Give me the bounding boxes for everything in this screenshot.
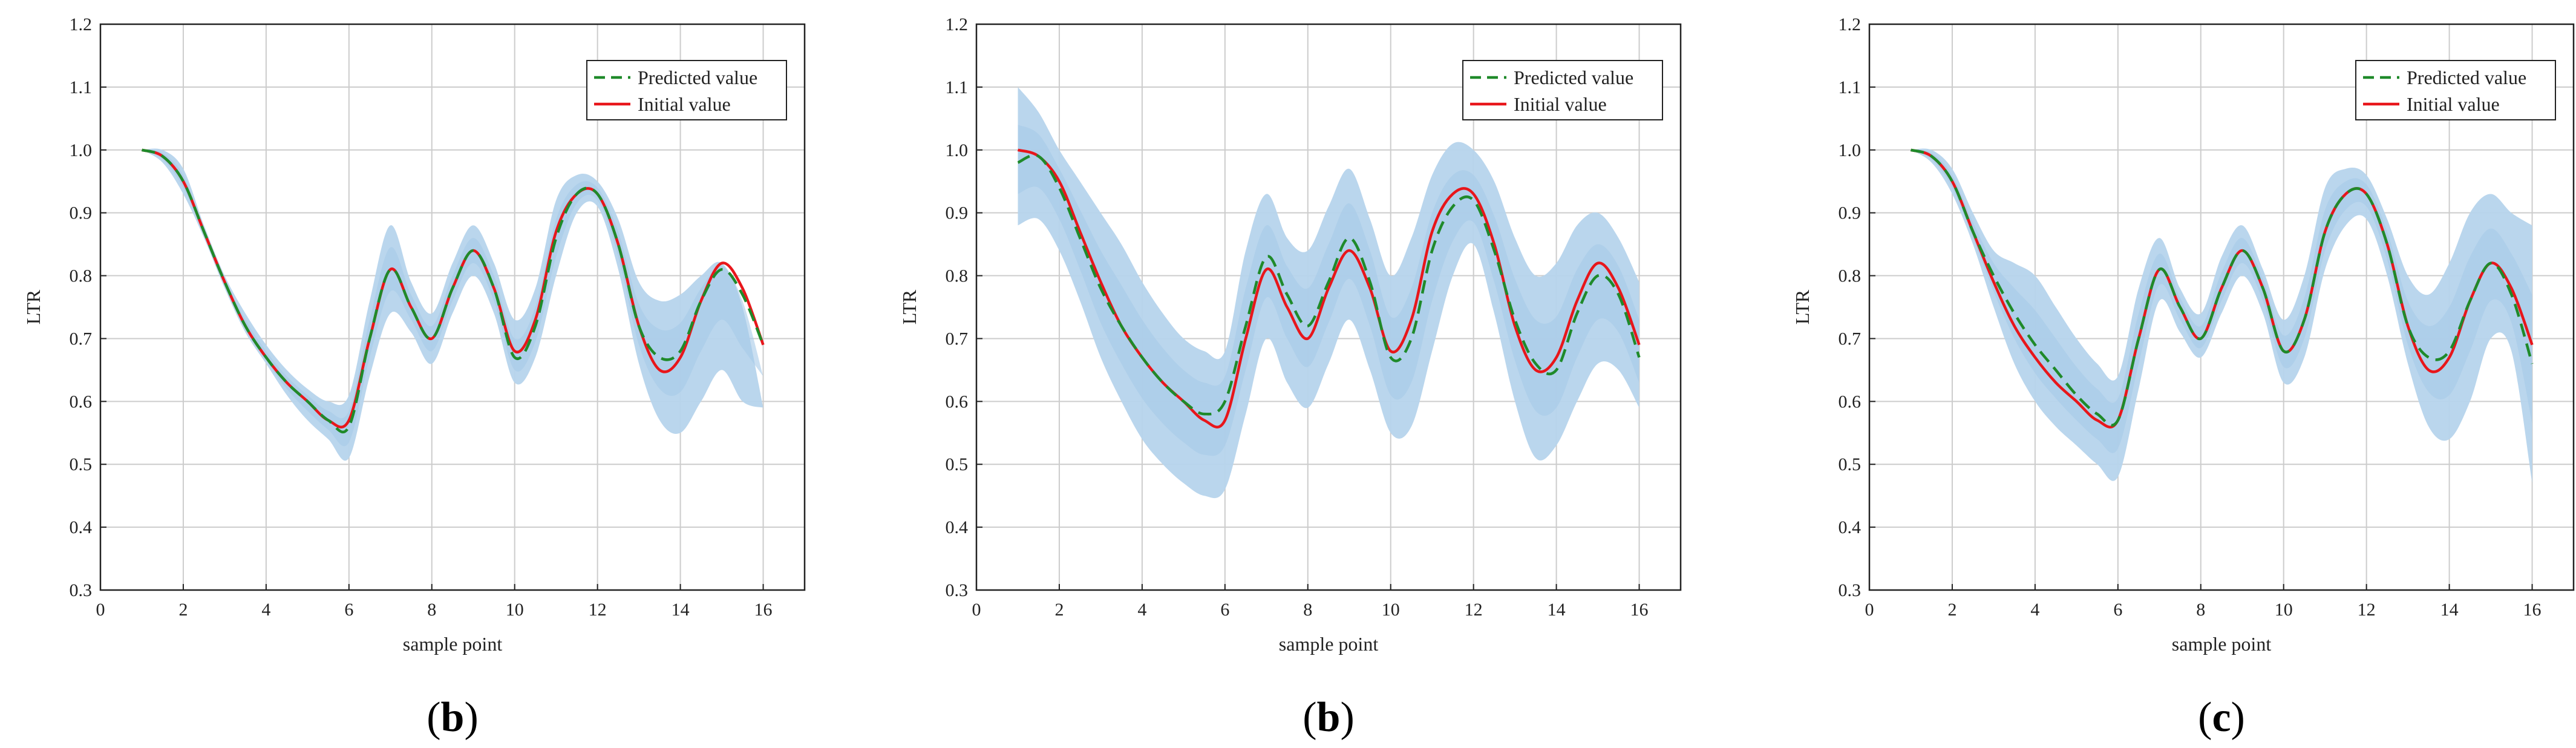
- y-tick-label: 1.2: [946, 15, 969, 34]
- x-tick-label: 10: [2275, 600, 2293, 620]
- y-tick-label: 1.0: [1839, 140, 1862, 160]
- x-tick-label: 12: [589, 600, 607, 620]
- y-tick-label: 1.1: [70, 77, 93, 97]
- y-tick-label: 0.7: [1839, 329, 1862, 349]
- x-tick-label: 10: [506, 600, 524, 620]
- y-tick-label: 0.7: [70, 329, 93, 349]
- x-tick-label: 0: [96, 600, 105, 620]
- y-tick-label: 1.0: [946, 140, 969, 160]
- x-tick-label: 4: [1137, 600, 1146, 620]
- y-tick-label: 0.6: [1839, 392, 1862, 412]
- legend-initial-label: Initial value: [1514, 93, 1607, 115]
- y-tick-label: 0.4: [70, 517, 93, 537]
- x-tick-label: 2: [178, 600, 188, 620]
- x-tick-label: 12: [2358, 600, 2376, 620]
- x-tick-label: 14: [1548, 600, 1566, 620]
- y-tick-label: 0.8: [946, 266, 969, 286]
- x-axis-label: sample point: [2172, 633, 2272, 655]
- y-tick-label: 0.7: [946, 329, 969, 349]
- y-tick-label: 0.9: [1839, 203, 1862, 223]
- x-tick-label: 14: [672, 600, 690, 620]
- axes-frame: [975, 23, 1682, 591]
- x-tick-label: 6: [2113, 600, 2122, 620]
- x-tick-label: 0: [1865, 600, 1874, 620]
- y-tick-label: 0.6: [70, 392, 93, 412]
- x-tick-label: 6: [1220, 600, 1229, 620]
- initial-value-line: [1017, 148, 1641, 428]
- y-tick-label: 0.8: [1839, 266, 1862, 286]
- x-axis-label: sample point: [1279, 633, 1379, 655]
- legend: Predicted value Initial value: [1462, 60, 1663, 120]
- axes-frame: [1868, 23, 2575, 591]
- y-axis-label: LTR: [1791, 289, 1813, 324]
- x-tick-label: 12: [1465, 600, 1483, 620]
- y-tick-label: 0.9: [70, 203, 93, 223]
- predicted-value-line: [1017, 154, 1641, 416]
- legend-predicted-label: Predicted value: [638, 67, 757, 88]
- panel-label: (c): [2198, 694, 2245, 741]
- legend-initial-label: Initial value: [638, 93, 731, 115]
- legend-box: [1462, 60, 1663, 120]
- y-tick-label: 0.8: [70, 266, 93, 286]
- y-tick-label: 1.2: [70, 15, 93, 34]
- initial-value-line: [1910, 148, 2534, 428]
- x-tick-label: 8: [2196, 600, 2205, 620]
- legend-initial-label: Initial value: [2407, 93, 2500, 115]
- panel-label: (b): [427, 694, 479, 741]
- y-tick-label: 1.2: [1839, 15, 1862, 34]
- predicted-value-line: [1910, 148, 2534, 427]
- confidence-band-inner: [1911, 149, 2532, 453]
- y-axis-label: LTR: [898, 289, 920, 324]
- chart-panel-b: 0 2 4 6 8 10 12 14 16 0.3 0.4 0.5 0.6 0.7 0.8 0.9 1.0 1.1…: [898, 15, 1682, 741]
- chart-panel-c: 0 2 4 6 8 10 12 14 16 0.3 0.4 0.5 0.6 0.7 0.8 0.9 1.0 1.1…: [1791, 15, 2575, 741]
- legend-predicted-label: Predicted value: [2407, 67, 2526, 88]
- legend-box: [586, 60, 787, 120]
- x-tick-label: 4: [261, 600, 270, 620]
- x-tick-label: 8: [1303, 600, 1312, 620]
- x-tick-label: 8: [427, 600, 436, 620]
- axes-frame: [99, 23, 806, 591]
- y-tick-label: 0.5: [946, 454, 969, 474]
- x-tick-label: 16: [754, 600, 773, 620]
- y-tick-label: 0.4: [1839, 517, 1862, 537]
- legend-box: [2355, 60, 2556, 120]
- y-tick-label: 0.3: [1839, 580, 1862, 600]
- confidence-band-inner: [142, 149, 763, 447]
- y-tick-label: 0.3: [70, 580, 93, 600]
- predicted-value-line: [141, 148, 765, 433]
- panel-label: (b): [1303, 694, 1355, 741]
- y-tick-label: 0.3: [946, 580, 969, 600]
- y-tick-label: 0.4: [946, 517, 969, 537]
- x-tick-label: 2: [1947, 600, 1957, 620]
- y-axis-label: LTR: [22, 289, 44, 324]
- x-axis-label: sample point: [403, 633, 503, 655]
- x-tick-label: 10: [1382, 600, 1400, 620]
- y-tick-label: 0.5: [1839, 454, 1862, 474]
- x-tick-label: 14: [2440, 600, 2459, 620]
- y-tick-label: 0.9: [946, 203, 969, 223]
- legend: Predicted value Initial value: [586, 60, 787, 120]
- confidence-band: [142, 148, 763, 461]
- y-tick-label: 0.6: [946, 392, 969, 412]
- x-tick-label: 2: [1054, 600, 1064, 620]
- x-tick-label: 6: [344, 600, 353, 620]
- y-tick-label: 0.5: [70, 454, 93, 474]
- y-tick-label: 1.0: [70, 140, 93, 160]
- chart-panel-a: 0 2 4 6 8 10 12 14 16 0.3 0.4 0.5 0.6 0.7 0.8 0.9 1.0 1.1…: [22, 15, 806, 741]
- x-tick-label: 4: [2030, 600, 2039, 620]
- y-tick-label: 1.1: [946, 77, 969, 97]
- legend-predicted-label: Predicted value: [1514, 67, 1633, 88]
- x-tick-label: 16: [2523, 600, 2542, 620]
- x-tick-label: 16: [1630, 600, 1649, 620]
- x-tick-label: 0: [972, 600, 981, 620]
- y-tick-label: 1.1: [1839, 77, 1862, 97]
- legend: Predicted value Initial value: [2355, 60, 2556, 120]
